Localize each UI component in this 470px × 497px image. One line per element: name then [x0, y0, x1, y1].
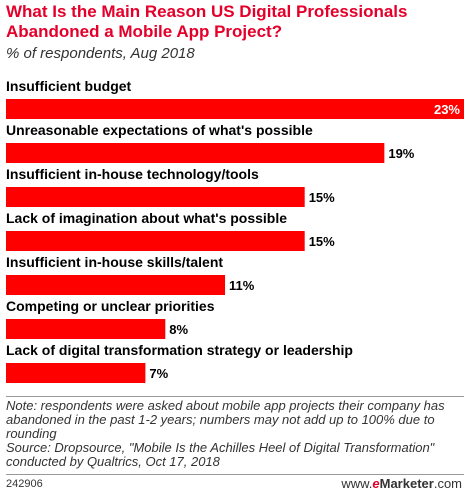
value-label: 7% [149, 366, 168, 381]
brand-suffix: .com [433, 476, 462, 491]
chart-subtitle: % of respondents, Aug 2018 [6, 45, 195, 62]
note-text: Note: respondents were asked about mobil… [6, 398, 445, 441]
category-label: Unreasonable expectations of what's poss… [6, 122, 313, 138]
bar-chart: Insufficient budget 23% Unreasonable expec… [6, 78, 464, 383]
category-label: Competing or unclear priorities [6, 298, 215, 314]
bar [6, 275, 226, 295]
source-text: Source: Dropsource, "Mobile Is the Achil… [6, 440, 435, 469]
bar [6, 99, 464, 119]
category-label: Insufficient in-house skills/talent [6, 254, 223, 270]
chart-id: 242906 [6, 478, 43, 490]
bar [6, 231, 305, 251]
category-label: Lack of digital transformation strategy … [6, 342, 353, 358]
bar [6, 143, 385, 163]
note-divider [6, 396, 464, 397]
category-label: Insufficient budget [6, 78, 132, 94]
value-label: 15% [309, 190, 335, 205]
brand-name: Marketer [379, 476, 434, 491]
bar [6, 187, 305, 207]
category-label: Insufficient in-house technology/tools [6, 166, 259, 182]
value-label: 19% [388, 146, 414, 161]
bar [6, 363, 146, 383]
brand-e: e [372, 476, 380, 491]
chart-note: Note: respondents were asked about mobil… [6, 399, 466, 469]
brand-prefix: www. [341, 476, 373, 491]
value-label: 23% [434, 102, 460, 117]
category-label: Lack of imagination about what's possibl… [6, 210, 287, 226]
value-label: 11% [229, 278, 255, 293]
emarketer-logo: www.eMarketer.com [341, 476, 462, 491]
chart-title: What Is the Main Reason US Digital Profe… [6, 2, 408, 41]
value-label: 15% [309, 234, 335, 249]
value-label: 8% [169, 322, 188, 337]
bar [6, 319, 166, 339]
footer-divider [6, 474, 464, 475]
